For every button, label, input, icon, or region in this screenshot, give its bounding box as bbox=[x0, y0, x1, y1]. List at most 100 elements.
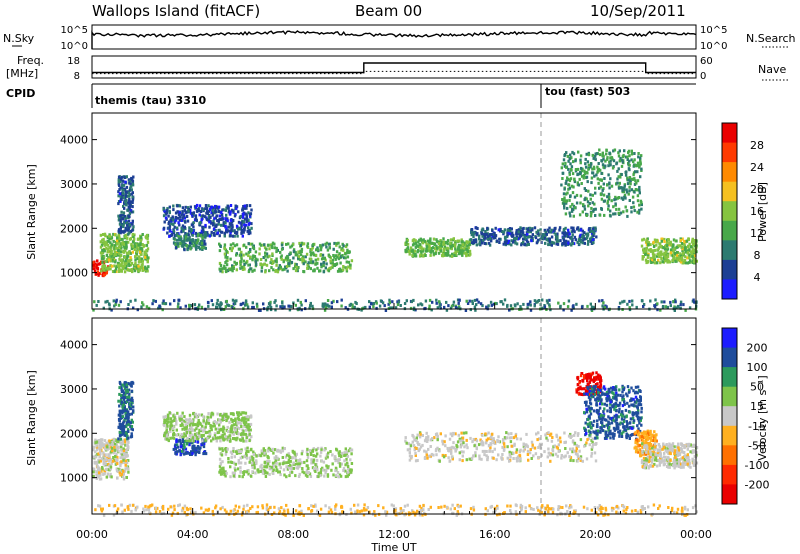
power-cell bbox=[679, 238, 683, 242]
power-cell bbox=[124, 200, 127, 204]
velocity-cell bbox=[130, 427, 133, 431]
velocity-cell bbox=[218, 464, 222, 468]
velocity-cell bbox=[308, 449, 312, 452]
power-cell bbox=[333, 241, 336, 245]
velocity-cell bbox=[263, 471, 266, 475]
power-cell bbox=[617, 306, 621, 309]
power-cell bbox=[323, 256, 326, 260]
power-cell bbox=[332, 299, 335, 303]
power-cell bbox=[539, 228, 542, 232]
power-cell bbox=[320, 262, 323, 266]
velocity-cell bbox=[316, 446, 320, 450]
power-cell bbox=[195, 241, 199, 245]
velocity-cell bbox=[200, 413, 204, 417]
velocity-cell bbox=[121, 453, 124, 457]
velocity-cell bbox=[129, 424, 132, 428]
velocity-cell bbox=[249, 414, 253, 418]
velocity-cell bbox=[237, 459, 240, 462]
power-cell bbox=[220, 267, 223, 271]
power-cell bbox=[625, 190, 629, 194]
power-cell bbox=[515, 242, 519, 246]
power-cell bbox=[263, 243, 266, 247]
power-cell bbox=[568, 211, 571, 215]
power-cell bbox=[597, 181, 600, 185]
power-cell bbox=[138, 268, 141, 272]
velocity-cell bbox=[219, 468, 222, 472]
velocity-cell bbox=[243, 432, 246, 436]
velocity-cell bbox=[175, 419, 178, 423]
power-cell bbox=[684, 246, 687, 250]
velocity-cell bbox=[290, 470, 294, 474]
power-cell bbox=[621, 300, 624, 304]
power-cell bbox=[242, 259, 246, 263]
power-cell bbox=[498, 237, 501, 241]
velocity-cell bbox=[121, 455, 124, 459]
power-cell bbox=[565, 165, 568, 169]
power-cell bbox=[96, 270, 99, 274]
power-cell bbox=[628, 306, 631, 310]
velocity-cell bbox=[236, 421, 239, 425]
power-cell bbox=[125, 202, 128, 206]
power-cell bbox=[247, 226, 250, 230]
velocity-cell bbox=[104, 453, 107, 457]
power-cell bbox=[144, 268, 147, 272]
velocity-cell bbox=[130, 389, 134, 393]
power-cell bbox=[492, 302, 496, 306]
power-cell bbox=[544, 234, 547, 238]
power-cell bbox=[424, 249, 428, 253]
power-cell bbox=[607, 192, 611, 196]
velocity-cell bbox=[125, 431, 128, 435]
power-cell bbox=[106, 258, 109, 262]
velocity-cell bbox=[122, 469, 125, 473]
power-cell bbox=[596, 165, 599, 169]
power-cell bbox=[543, 228, 546, 232]
power-cell bbox=[529, 228, 532, 232]
velocity-cell bbox=[97, 452, 100, 456]
power-cell bbox=[133, 233, 136, 237]
power-cell bbox=[466, 241, 470, 245]
velocity-cell bbox=[209, 424, 212, 427]
power-cell bbox=[241, 266, 244, 269]
power-cell bbox=[626, 158, 629, 161]
power-cell bbox=[636, 179, 640, 183]
velocity-cell bbox=[122, 395, 125, 399]
power-cell bbox=[129, 251, 133, 255]
power-cell bbox=[273, 300, 276, 304]
power-cell bbox=[300, 308, 303, 312]
power-cell bbox=[410, 249, 413, 253]
power-cell bbox=[314, 253, 318, 257]
power-cell bbox=[92, 263, 95, 267]
power-cell bbox=[221, 270, 224, 274]
power-cell bbox=[102, 257, 105, 261]
velocity-cell bbox=[166, 424, 169, 428]
power-cell bbox=[217, 219, 220, 223]
power-cell bbox=[309, 253, 313, 257]
power-cell bbox=[599, 185, 602, 189]
power-cell bbox=[549, 308, 552, 312]
velocity-cell bbox=[198, 428, 201, 432]
power-cell bbox=[626, 302, 629, 306]
power-cell bbox=[574, 238, 577, 242]
power-cell bbox=[170, 222, 173, 226]
velocity-cell bbox=[240, 448, 243, 452]
velocity-cell bbox=[178, 417, 181, 421]
velocity-cell bbox=[97, 468, 100, 472]
power-cell bbox=[176, 216, 179, 220]
power-cell bbox=[314, 258, 317, 262]
power-cell bbox=[353, 305, 356, 309]
power-cell bbox=[443, 305, 446, 309]
power-cell bbox=[103, 240, 106, 244]
velocity-cell bbox=[165, 429, 168, 433]
power-cell bbox=[674, 300, 677, 304]
power-cell bbox=[237, 220, 241, 224]
velocity-cell bbox=[129, 421, 132, 425]
velocity-cell bbox=[180, 433, 183, 436]
velocity-cell bbox=[121, 439, 125, 443]
power-cell bbox=[602, 157, 605, 161]
power-cell bbox=[581, 167, 584, 171]
power-cell bbox=[117, 175, 121, 179]
nsearch-tick-top: 10^5 bbox=[700, 25, 727, 36]
power-cell bbox=[498, 241, 501, 244]
power-cell bbox=[95, 266, 98, 270]
power-cell bbox=[676, 244, 680, 248]
